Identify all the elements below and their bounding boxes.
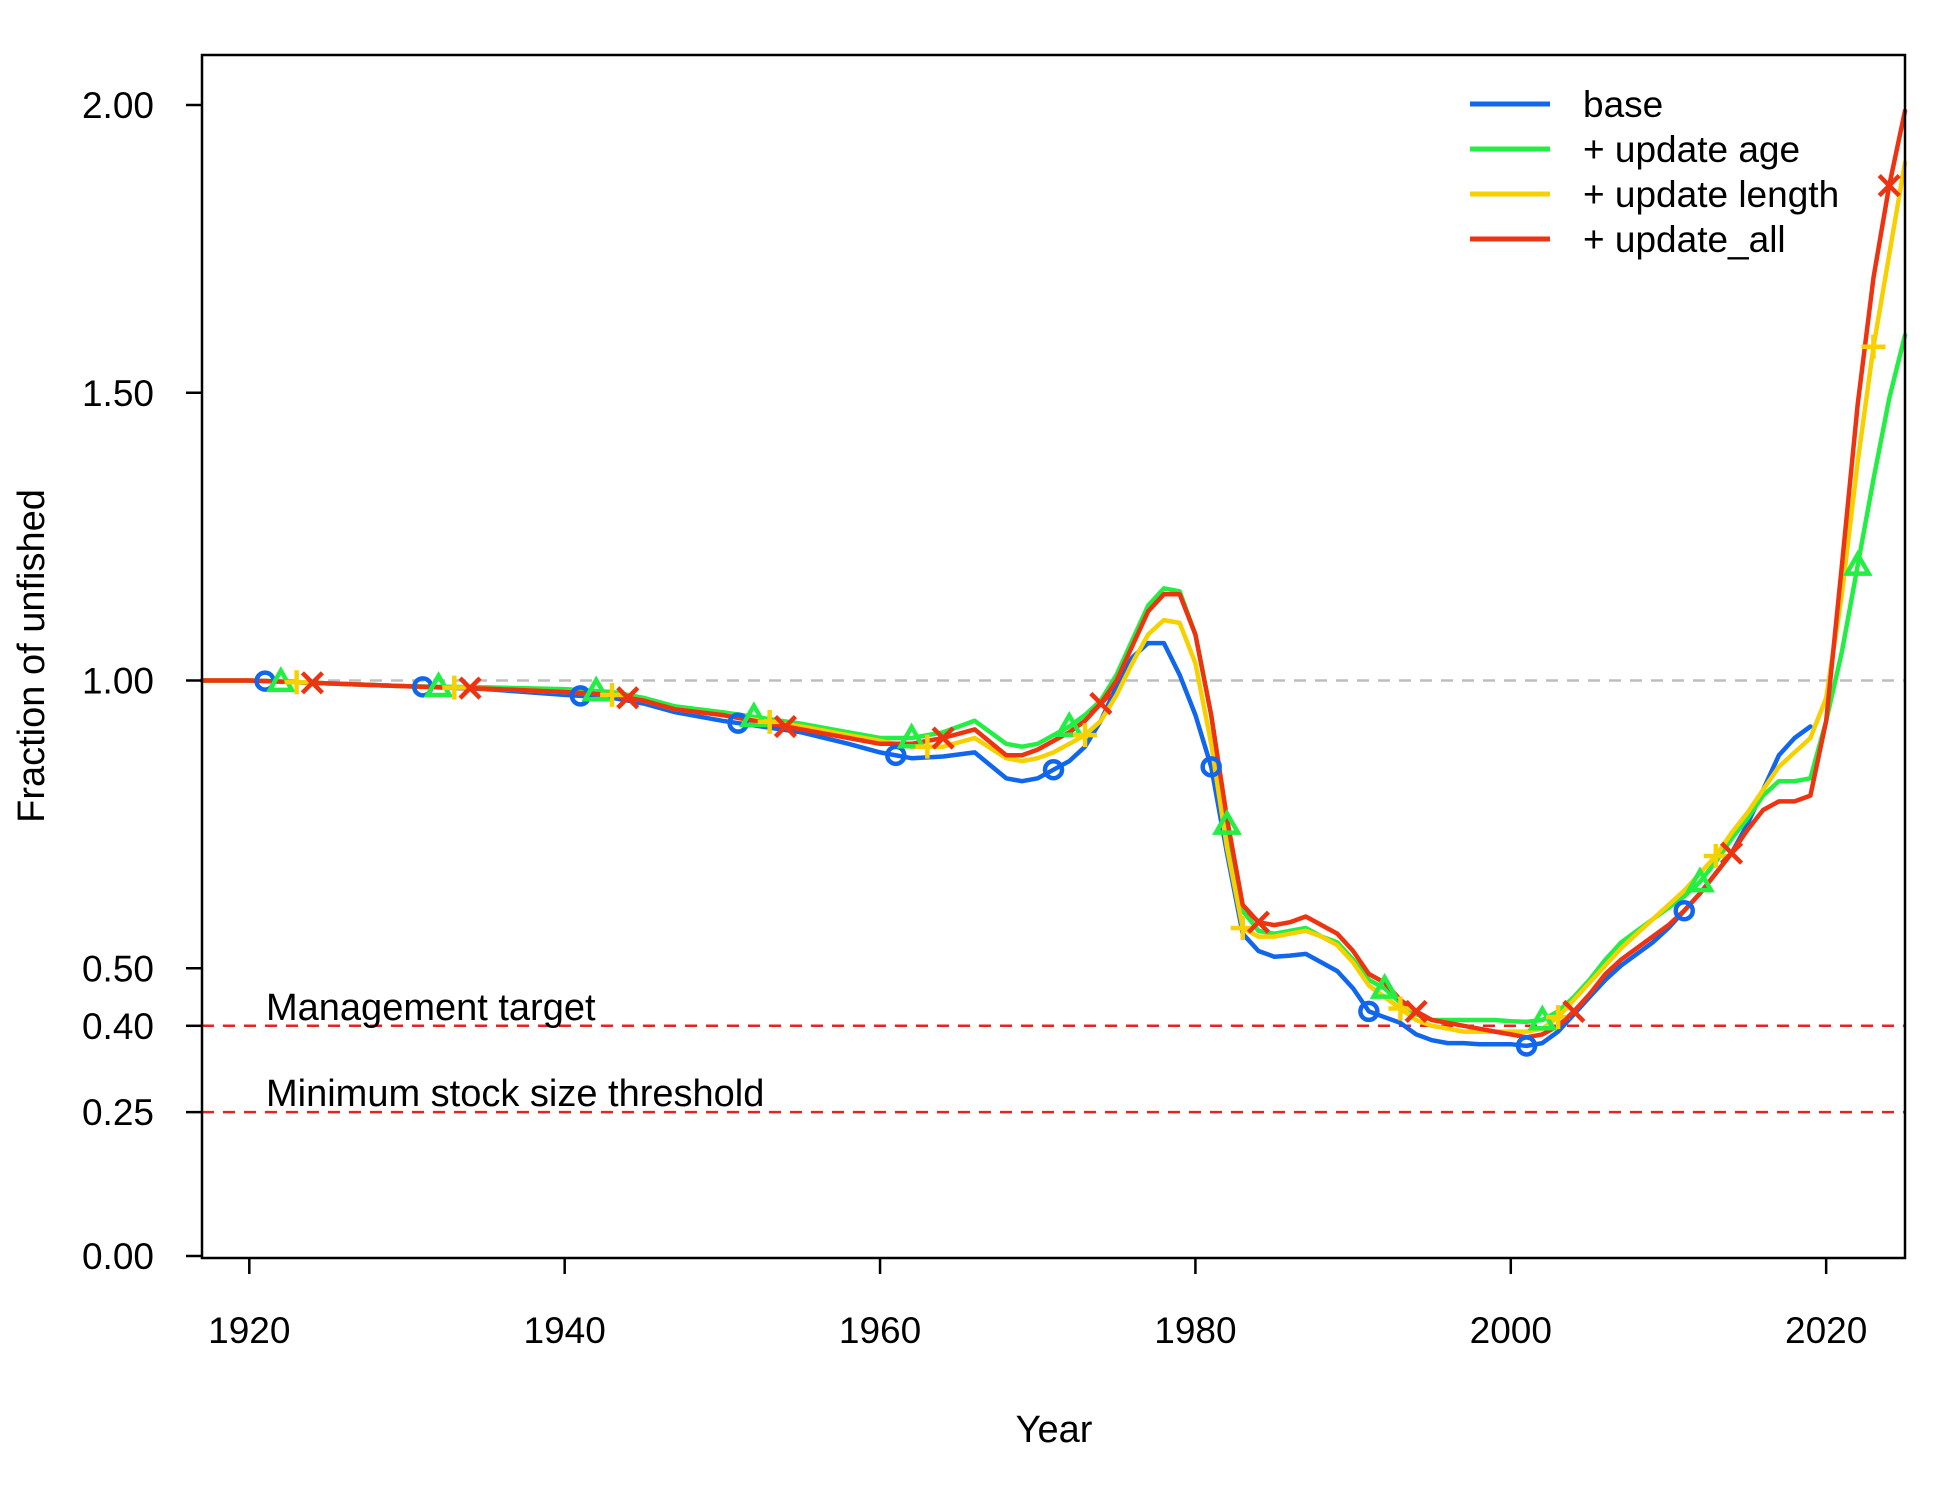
marker-plus	[442, 675, 467, 700]
marker-x	[1404, 999, 1428, 1024]
y-tick-label: 0.40	[82, 1006, 154, 1047]
marker-triangle	[581, 675, 612, 702]
x-tick-label: 2020	[1785, 1310, 1867, 1351]
reference-line-label: Management target	[266, 987, 596, 1029]
marker-circle	[1673, 899, 1695, 922]
marker-triangle	[1685, 866, 1715, 893]
marker-plus	[1073, 723, 1098, 748]
y-tick-label: 2.00	[82, 85, 154, 126]
x-axis-label: Year	[1016, 1409, 1093, 1451]
marker-circle	[1358, 1000, 1380, 1023]
series-line	[199, 160, 1908, 1034]
series-line	[199, 332, 1908, 1025]
marker-triangle	[896, 722, 927, 749]
x-axis: 1920 1940 1960 1980 2000 2020	[208, 1258, 1867, 1351]
reference-line-label: Minimum stock size threshold	[266, 1073, 764, 1115]
x-tick-label: 1920	[208, 1310, 290, 1351]
legend: base+ update age + update length + updat…	[1470, 84, 1839, 260]
plot-frame	[200, 53, 1907, 1260]
marker-x	[458, 676, 482, 700]
marker-circle	[885, 744, 907, 767]
marker-plus	[284, 670, 309, 695]
y-tick-label: 1.50	[82, 373, 154, 414]
marker-triangle	[1212, 808, 1242, 835]
marker-x	[931, 726, 955, 750]
legend-label: + update age	[1583, 129, 1800, 170]
marker-x	[1089, 691, 1113, 716]
marker-triangle	[1369, 972, 1400, 999]
y-axis: 0.00 0.25 0.40 0.50 1.00 1.50 2.00	[82, 85, 202, 1277]
x-tick-label: 2000	[1470, 1310, 1552, 1351]
marker-x	[773, 714, 798, 739]
y-tick-label: 0.50	[82, 948, 154, 989]
x-tick-label: 1960	[839, 1310, 921, 1351]
y-tick-label: 0.25	[82, 1092, 154, 1133]
y-tick-label: 0.00	[82, 1236, 154, 1277]
marker-x	[616, 686, 640, 710]
reference-lines: Management target Minimum stock size thre…	[202, 679, 1905, 1115]
marker-circle	[1200, 756, 1222, 778]
marker-x	[1719, 841, 1744, 865]
marker-plus	[1703, 844, 1728, 869]
marker-triangle	[1842, 549, 1873, 576]
legend-label: base	[1583, 84, 1663, 125]
markers-group	[254, 173, 1901, 1057]
series-line	[199, 640, 1813, 1049]
legend-label: + update_all	[1583, 219, 1786, 260]
marker-plus	[599, 682, 624, 707]
marker-triangle	[739, 701, 769, 728]
marker-x	[300, 671, 324, 695]
marker-triangle	[423, 671, 454, 698]
x-tick-label: 1940	[524, 1310, 606, 1351]
marker-x	[1562, 999, 1586, 1024]
series-group	[199, 108, 1908, 1049]
x-tick-label: 1980	[1154, 1310, 1236, 1351]
marker-plus	[1861, 334, 1886, 359]
marker-x	[1877, 173, 1901, 198]
marker-x	[1246, 910, 1271, 934]
marker-circle	[1042, 758, 1065, 781]
y-axis-label: Fraction of unfished	[11, 489, 53, 823]
marker-plus	[1388, 996, 1413, 1021]
marker-triangle	[1054, 711, 1085, 738]
y-tick-label: 1.00	[82, 661, 154, 702]
legend-label: + update length	[1583, 174, 1839, 215]
series-line	[199, 108, 1908, 1040]
marker-circle	[1515, 1035, 1538, 1057]
